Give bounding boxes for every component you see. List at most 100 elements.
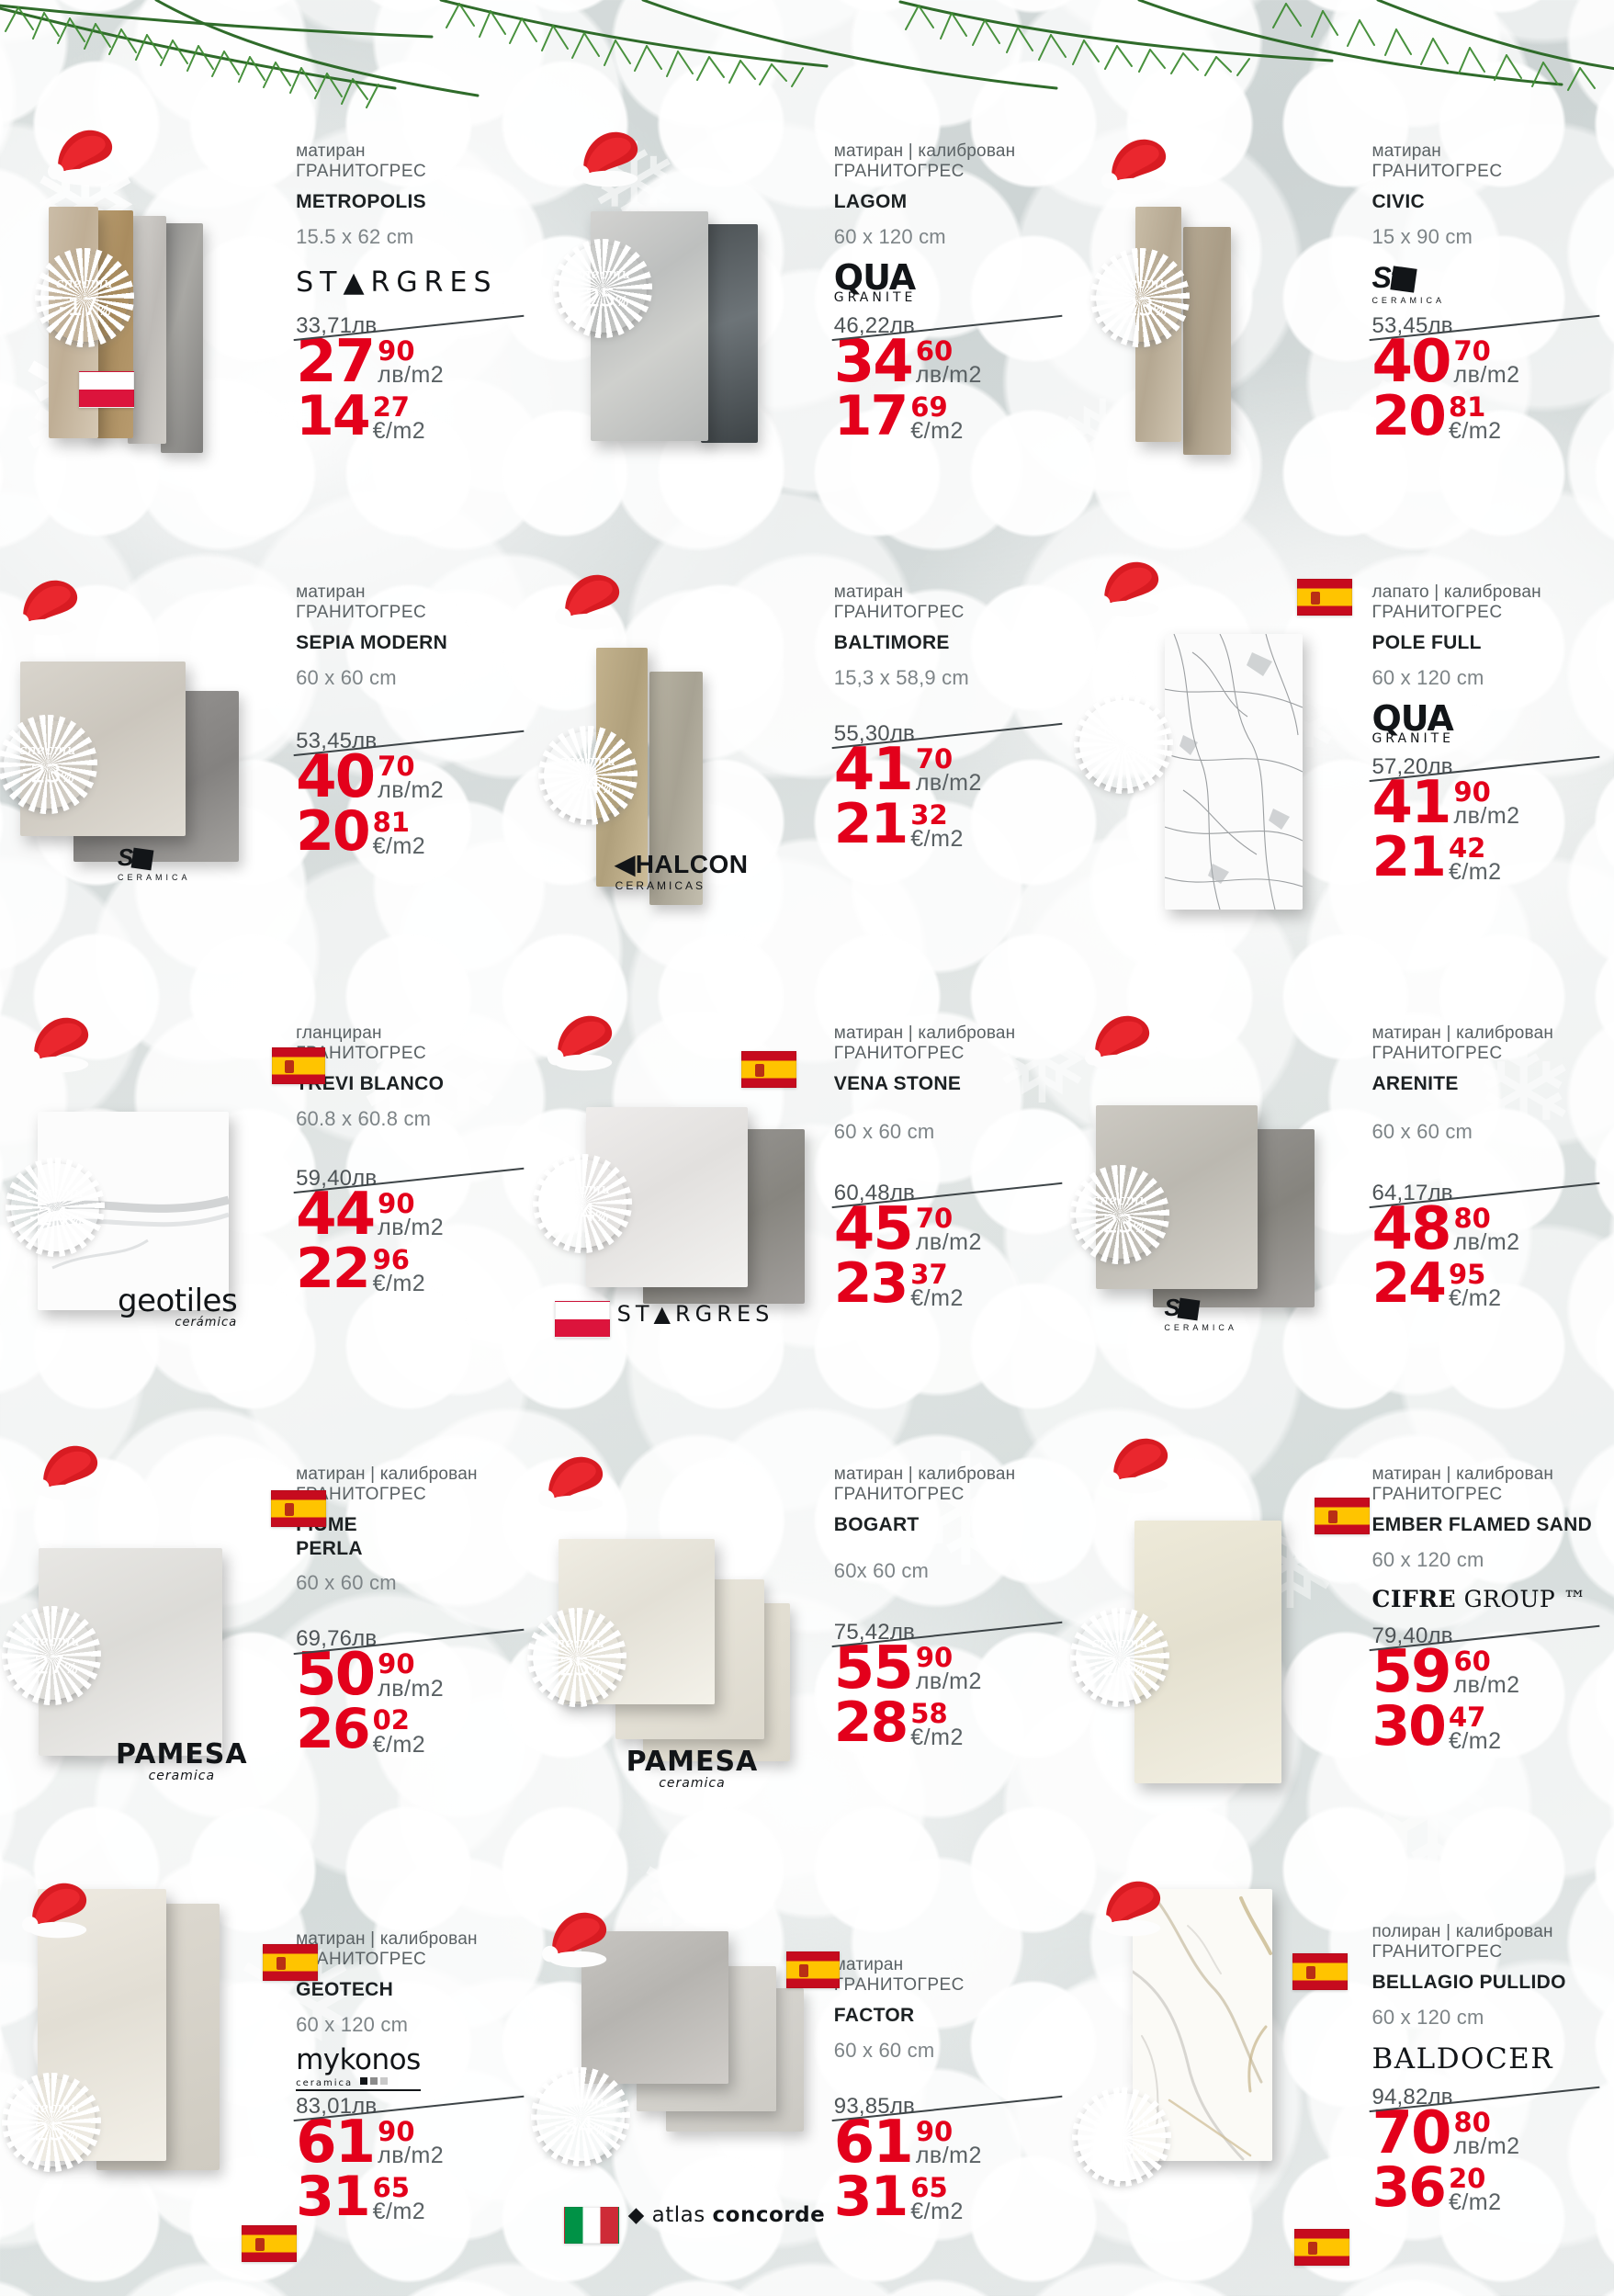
- price-eur-unit: €/m2: [1448, 859, 1502, 886]
- product-size: 60 x 60 cm: [833, 1119, 935, 1143]
- material-label: ГРАНИТОГРЕС: [1371, 162, 1503, 182]
- product-card[interactable]: спести -23% матиран ГРАНИТОГРЕС CIVIC 15…: [1076, 110, 1614, 616]
- price-eur: 20 81 €/m2: [296, 798, 522, 864]
- old-price: 79,40лв: [1371, 1623, 1597, 1649]
- price-bgn-cents: 90: [378, 334, 415, 367]
- badge-discount-value: -25%: [25, 2117, 78, 2146]
- material-label: ГРАНИТОГРЕС: [296, 1044, 427, 1064]
- badge-discount-value: -34%: [554, 2111, 606, 2141]
- price-bgn-cents: 90: [378, 1187, 415, 1219]
- price-bgn: 59 60 лв/m2: [1371, 1637, 1597, 1706]
- price-bgn: 40 70 лв/m2: [1371, 333, 1597, 391]
- badge-save-label: спести: [26, 1183, 85, 1201]
- price-bgn: 27 90 лв/m2: [296, 333, 522, 391]
- santa-hat-icon: [541, 1907, 614, 1974]
- price-bgn-cents: 90: [915, 1641, 954, 1673]
- discount-badge: спести -23%: [0, 715, 97, 814]
- price-bgn-whole: 59: [1371, 1637, 1451, 1706]
- price-eur: 21 32 €/m2: [833, 791, 1060, 856]
- badge-discount-value: -23%: [21, 759, 74, 788]
- product-card[interactable]: спести -24% ◀HALCON CERAMICAS матиран ГРА…: [537, 551, 1077, 1088]
- finish-label: полиран | калиброван: [1371, 1922, 1553, 1941]
- material-label: ГРАНИТОГРЕС: [833, 1485, 965, 1505]
- price-eur-cents: 47: [1448, 1701, 1486, 1733]
- country-flag-spain: [271, 1047, 326, 1084]
- brand-logo-stn-ceramica: St CERAMICA: [1371, 260, 1445, 305]
- price-bgn-whole: 55: [833, 1634, 914, 1702]
- price-eur-cents: 32: [910, 798, 948, 831]
- product-card[interactable]: спести -24% ST▲RGRES матиран | калиброва…: [532, 992, 1077, 1433]
- finish-label: гланциран: [296, 1024, 382, 1043]
- country-flag-spain: [1294, 2229, 1350, 2266]
- product-card[interactable]: спести -25% PAMESA ceramica матиран | кал…: [526, 1433, 1077, 1988]
- product-name: BELLAGIO PULLIDO: [1371, 1972, 1566, 1994]
- badge-discount-value: -27%: [25, 1650, 78, 1680]
- finish-label: матиран | калиброван: [833, 1465, 1016, 1484]
- material-label: ГРАНИТОГРЕС: [1371, 603, 1503, 623]
- price-bgn-cents: 70: [915, 742, 954, 775]
- badge-discount-value: -25%: [550, 1652, 603, 1681]
- brand-logo-stn-ceramica: St CERAMICA: [1164, 1294, 1237, 1332]
- price-eur-unit: €/m2: [372, 1731, 426, 1758]
- old-price: 33,71лв: [296, 313, 522, 339]
- price-eur: 31 65 €/m2: [834, 2169, 1060, 2224]
- price-eur-cents: 69: [910, 390, 948, 423]
- material-label: ГРАНИТОГРЕС: [833, 162, 965, 182]
- badge-discount-value: -26%: [1098, 739, 1150, 768]
- product-card[interactable]: спести -25% матиран | калиброван ГРАНИТО…: [0, 1874, 538, 2296]
- price-eur-unit: €/m2: [910, 418, 964, 445]
- product-image: спести -25%: [2, 1880, 298, 2296]
- price-bgn: 40 70 лв/m2: [296, 748, 522, 807]
- finish-label: матиран: [296, 582, 366, 602]
- price-eur-unit: €/m2: [372, 418, 426, 445]
- product-card[interactable]: спести -34% ◆ atlas concorde матиран ГРА…: [530, 1874, 1077, 2296]
- product-card[interactable]: спести -17% матиран ГРАНИТОГРЕС METROPOL…: [0, 110, 538, 551]
- product-image: спести -25%: [1072, 1880, 1371, 2296]
- product-card[interactable]: спести -25% матиран | калиброван ГРАНИТО…: [538, 110, 1077, 551]
- country-flag-spain: [740, 1051, 796, 1088]
- santa-hat-icon: [48, 125, 119, 191]
- product-card[interactable]: спести -23% St CERAMICA матиран ГРАНИТОГР…: [0, 551, 538, 1084]
- product-size: 60 x 120 cm: [1371, 1547, 1484, 1571]
- price-eur: 17 69 €/m2: [834, 389, 1060, 445]
- price-eur-whole: 14: [296, 383, 370, 448]
- price-bgn: 41 70 лв/m2: [834, 741, 1060, 799]
- product-card[interactable]: спести -27% PAMESA ceramica матиран | кал…: [0, 1433, 538, 1981]
- price-eur: 23 37 €/m2: [834, 1256, 1060, 1311]
- price-bgn-unit: лв/m2: [1453, 362, 1520, 389]
- price-eur-whole: 21: [833, 791, 909, 856]
- product-card[interactable]: спести -26% лапато | калиброван ГРАНИТОГ…: [1074, 551, 1614, 992]
- price-eur-unit: €/m2: [1448, 1728, 1502, 1755]
- product-card[interactable]: спести -24% geotiles cerámica гланциран Г…: [0, 992, 538, 1527]
- price-bgn-unit: лв/m2: [915, 770, 982, 797]
- badge-discount-value: -24%: [561, 770, 614, 799]
- price-eur: 14 27 €/m2: [296, 383, 522, 448]
- price-eur-cents: 42: [1448, 831, 1486, 864]
- product-card[interactable]: спести -23% St CERAMICA матиран | калибро…: [1070, 992, 1614, 1534]
- price-bgn-whole: 44: [296, 1180, 376, 1249]
- santa-hat-icon: [554, 570, 626, 636]
- price-eur-unit: €/m2: [372, 2199, 426, 2225]
- product-size: 60.8 x 60.8 cm: [296, 1106, 432, 1130]
- badge-discount-value: -25%: [1096, 2132, 1148, 2161]
- product-card[interactable]: спести -25% полиран | калиброван ГРАНИТО…: [1072, 1874, 1614, 2296]
- price-eur: 20 81 €/m2: [1371, 389, 1597, 444]
- price-eur: 26 02 €/m2: [296, 1702, 522, 1758]
- finish-label: матиран | калиброван: [1371, 1024, 1554, 1043]
- product-size: 60 x 60 cm: [1371, 1119, 1473, 1143]
- price-eur-unit: €/m2: [910, 1725, 964, 1751]
- santa-hat-icon: [537, 1452, 610, 1518]
- badge-discount-value: -24%: [556, 1198, 608, 1227]
- price-bgn: 44 90 лв/m2: [296, 1180, 522, 1249]
- product-size: 60 x 120 cm: [296, 2012, 409, 2036]
- product-name: EMBER FLAMED SAND: [1371, 1514, 1593, 1536]
- country-flag-poland: [554, 1301, 610, 1338]
- price-bgn-unit: лв/m2: [915, 1668, 982, 1695]
- santa-hat-icon: [1085, 1011, 1157, 1077]
- old-price: 46,22лв: [834, 313, 1060, 339]
- old-price: 57,20лв: [1371, 754, 1597, 780]
- price-bgn-cents: 70: [1453, 334, 1491, 367]
- price-eur-whole: 20: [296, 798, 370, 864]
- badge-save-label: спести: [559, 752, 616, 769]
- material-label: ГРАНИТОГРЕС: [833, 603, 965, 623]
